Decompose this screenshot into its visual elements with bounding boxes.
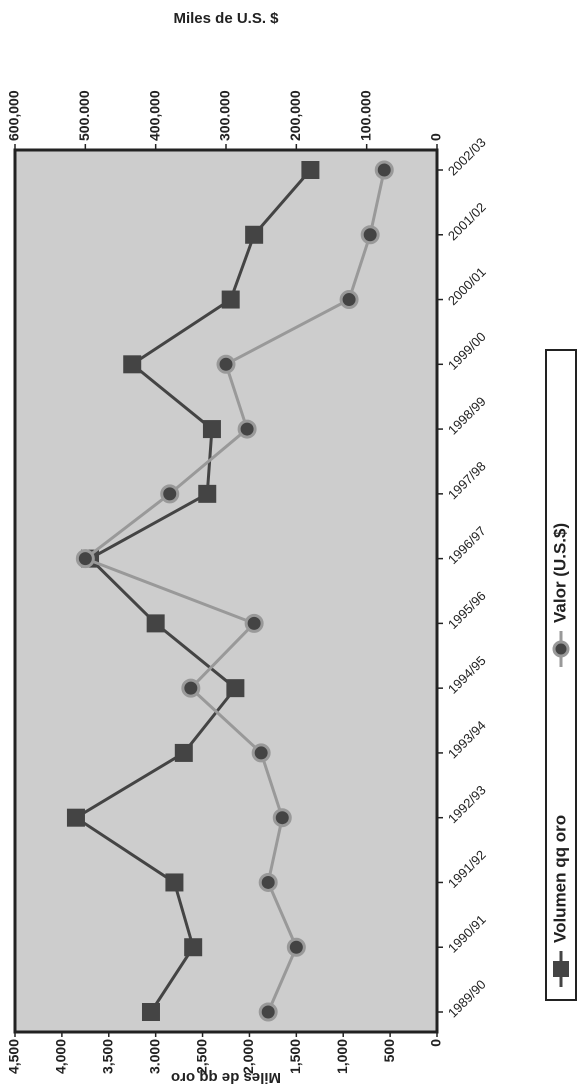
y2-tick-label: 200,000 (287, 90, 303, 141)
x-tick-label: 1991/92 (445, 847, 489, 891)
y2-tick-label: 0 (428, 133, 444, 141)
y-tick-label: 500 (381, 1039, 397, 1063)
circle-marker (244, 613, 264, 633)
y-tick-label: 2,500 (193, 1039, 209, 1074)
square-marker (184, 938, 203, 957)
y-tick-label: 1,000 (334, 1039, 350, 1074)
x-tick-label: 1997/98 (445, 459, 489, 503)
y-tick-label: 1,500 (287, 1039, 303, 1074)
y2-axis-title: Miles de U.S. $ (173, 10, 279, 27)
square-marker (221, 290, 240, 309)
y2-tick-label: 600,000 (6, 90, 22, 141)
circle-marker (258, 1002, 278, 1022)
legend-box (545, 349, 577, 1001)
x-tick-label: 2002/03 (445, 135, 489, 179)
square-marker (174, 743, 193, 762)
x-tick-label: 1990/91 (445, 912, 489, 956)
square-marker (123, 355, 142, 374)
circle-marker (181, 678, 201, 698)
x-tick-label: 1999/00 (445, 329, 489, 373)
legend-label: Valor (U.S.$) (550, 523, 569, 623)
circle-marker (258, 872, 278, 892)
rotated-chart: Miles de qq oro Miles de U.S. $ 0 500 1,00… (6, 10, 577, 1086)
circle-marker (339, 290, 359, 310)
circle-marker (286, 937, 306, 957)
square-marker (198, 484, 217, 503)
square-marker (146, 614, 165, 633)
series-line (73, 169, 312, 1013)
y-tick-label: 4,500 (6, 1039, 22, 1074)
legend-marker (552, 640, 570, 658)
y-tick-label: 3.000 (146, 1039, 162, 1074)
y-tick-label: 4,000 (53, 1039, 69, 1074)
x-tick-label: 1993/94 (445, 718, 489, 762)
x-tick-label: 1994/95 (445, 653, 489, 697)
x-tick-label: 1998/99 (445, 394, 489, 438)
y-tick-label: 2,000 (240, 1039, 256, 1074)
y2-tick-label: 400,000 (146, 90, 162, 141)
square-marker (141, 1003, 160, 1021)
x-tick-label: 1995/96 (445, 588, 489, 632)
circle-marker (75, 549, 95, 569)
x-tick-label: 1989/90 (445, 977, 489, 1021)
circle-marker (360, 225, 380, 245)
square-marker (66, 808, 85, 827)
square-marker (202, 420, 221, 439)
legend-label: Volumen qq oro (550, 815, 569, 943)
square-marker (301, 161, 320, 179)
x-tick-label: 2001/02 (445, 199, 489, 243)
legend-marker (553, 961, 569, 977)
square-marker (245, 225, 264, 244)
circle-marker (237, 419, 257, 439)
square-marker (165, 873, 184, 892)
circle-marker (251, 743, 271, 763)
y-axis-title: Miles de qq oro (171, 1069, 281, 1086)
x-tick-label: 1992/93 (445, 782, 489, 826)
plot-area (13, 148, 439, 1034)
circle-marker (216, 354, 236, 374)
x-tick-label: 1996/97 (445, 523, 489, 567)
y2-tick-label: 300.000 (217, 90, 233, 141)
circle-marker (374, 160, 394, 180)
x-tick-label: 2000/01 (445, 264, 489, 308)
series-line (82, 169, 386, 1013)
y2-tick-label: 100.000 (357, 90, 373, 141)
circle-marker (160, 484, 180, 504)
square-marker (226, 679, 245, 698)
circle-marker (272, 808, 292, 828)
y-tick-label: 3,500 (99, 1039, 115, 1074)
y2-tick-label: 500.000 (76, 90, 92, 141)
y-tick-label: 0 (428, 1039, 444, 1047)
